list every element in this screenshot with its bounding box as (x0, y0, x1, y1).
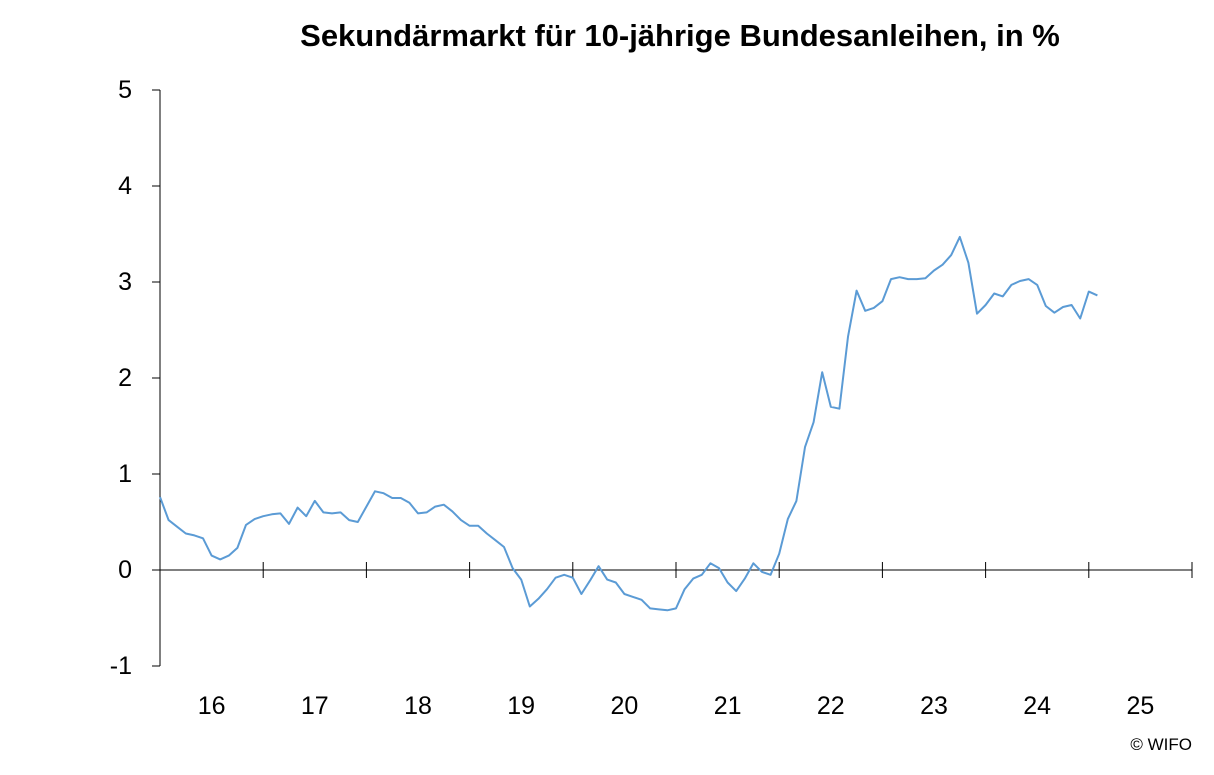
x-tick-label: 19 (507, 692, 535, 720)
x-tick-label: 24 (1023, 692, 1051, 720)
x-tick-label: 25 (1126, 692, 1154, 720)
y-tick-label: 2 (118, 364, 132, 392)
y-tick-label: 0 (118, 556, 132, 584)
x-tick-label: 16 (198, 692, 226, 720)
x-ticks: 16 17 18 19 20 21 22 23 24 25 (198, 562, 1193, 720)
x-tick-label: 23 (920, 692, 948, 720)
x-tick-label: 21 (714, 692, 742, 720)
y-tick-label: 3 (118, 268, 132, 296)
y-ticks: -1 0 1 2 3 4 5 (110, 76, 160, 680)
x-tick-label: 18 (404, 692, 432, 720)
copyright-notice: © WIFO (1130, 735, 1192, 754)
y-tick-label: 5 (118, 76, 132, 104)
x-tick-label: 20 (610, 692, 638, 720)
y-tick-label: 1 (118, 460, 132, 488)
x-tick-label: 17 (301, 692, 329, 720)
y-tick-label: -1 (110, 652, 132, 680)
y-tick-label: 4 (118, 172, 132, 200)
chart-title: Sekundärmarkt für 10-jährige Bundesanlei… (300, 18, 1060, 53)
x-tick-label: 22 (817, 692, 845, 720)
series-line (159, 235, 1098, 612)
